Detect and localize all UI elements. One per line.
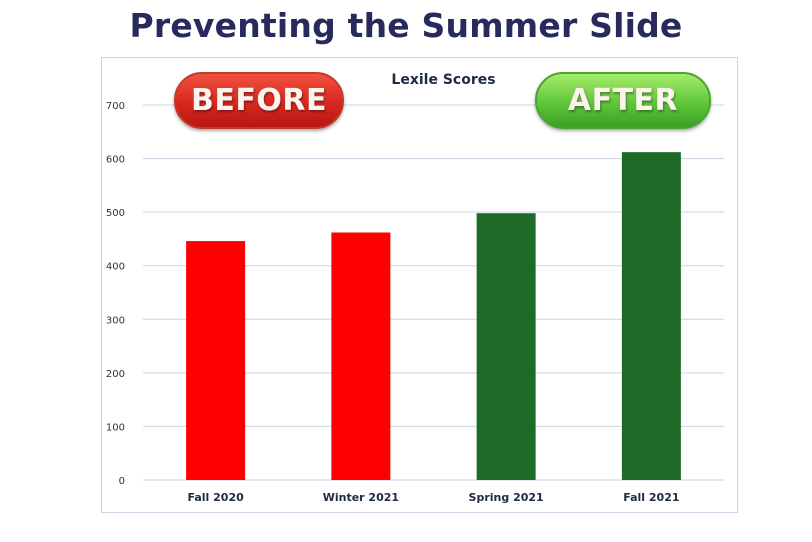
x-tick-label: Spring 2021 bbox=[469, 491, 544, 504]
x-tick-label: Fall 2020 bbox=[187, 491, 244, 504]
after-badge: AFTER bbox=[535, 72, 711, 129]
chart-title: Lexile Scores bbox=[391, 72, 495, 88]
y-tick-label: 700 bbox=[106, 101, 125, 112]
before-badge: BEFORE bbox=[174, 72, 344, 129]
bar bbox=[186, 241, 246, 480]
bar bbox=[476, 213, 536, 480]
chart-frame: Lexile Scores 0 100 200 300 400 500 600 700 Fall … bbox=[101, 57, 738, 513]
y-tick-label: 200 bbox=[106, 369, 125, 380]
lexile-bar-chart: Lexile Scores 0 100 200 300 400 500 600 700 Fall … bbox=[106, 72, 724, 504]
y-tick-label: 300 bbox=[106, 315, 125, 326]
y-tick-label: 0 bbox=[119, 476, 125, 487]
page-title: Preventing the Summer Slide bbox=[129, 6, 683, 45]
y-tick-label: 500 bbox=[106, 208, 125, 219]
y-tick-label: 100 bbox=[106, 422, 125, 433]
x-tick-label: Fall 2021 bbox=[623, 491, 679, 504]
bar bbox=[331, 232, 391, 480]
y-tick-label: 600 bbox=[106, 155, 125, 166]
bar bbox=[621, 152, 681, 480]
y-tick-label: 400 bbox=[106, 262, 125, 273]
x-tick-label: Winter 2021 bbox=[323, 491, 399, 504]
